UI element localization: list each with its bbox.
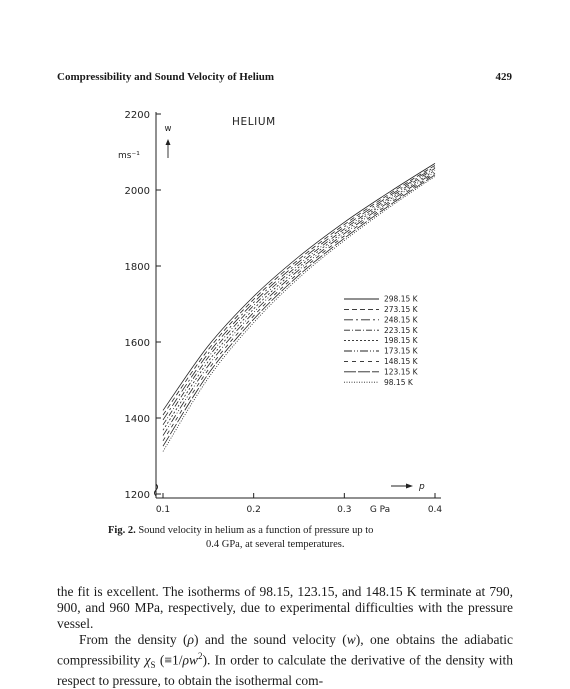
isotherm-line bbox=[162, 175, 436, 452]
legend-label: 223.15 K bbox=[384, 326, 419, 335]
chart-axes bbox=[154, 112, 441, 499]
x-tick-label: 0.2 bbox=[247, 505, 261, 515]
y-axis-unit: ms⁻¹ bbox=[118, 151, 140, 161]
x-axis-symbol: p bbox=[418, 482, 425, 492]
y-ticks: 1200 1400 1600 1800 2000 2200 bbox=[125, 110, 161, 501]
body-text: the fit is excellent. The isotherms of 9… bbox=[57, 584, 513, 689]
chart-title: HELIUM bbox=[232, 116, 276, 128]
caption-text: Sound velocity in helium as a function o… bbox=[138, 525, 374, 536]
legend-label: 173.15 K bbox=[384, 347, 419, 356]
isotherm-line bbox=[162, 172, 436, 442]
isotherm-line bbox=[162, 166, 436, 421]
x-ticks: 0.1 0.2 0.3 0.4 bbox=[156, 493, 443, 515]
legend-label: 273.15 K bbox=[384, 305, 419, 314]
x-tick-label: 0.3 bbox=[337, 505, 351, 515]
legend-label: 123.15 K bbox=[384, 367, 419, 376]
isotherm-line bbox=[162, 171, 436, 436]
x-axis-unit: G Pa bbox=[370, 505, 390, 515]
running-head: Compressibility and Sound Velocity of He… bbox=[57, 71, 512, 87]
isotherm-line bbox=[162, 163, 436, 411]
isotherm-line bbox=[162, 167, 436, 426]
y-tick-label: 2200 bbox=[125, 110, 150, 121]
paragraph-1: the fit is excellent. The isotherms of 9… bbox=[57, 584, 513, 631]
x-arrow-icon bbox=[391, 483, 413, 489]
isotherm-line bbox=[162, 169, 436, 431]
legend-label: 148.15 K bbox=[384, 357, 419, 366]
legend-label: 248.15 K bbox=[384, 315, 419, 324]
x-tick-label: 0.4 bbox=[428, 505, 443, 515]
axis-break bbox=[154, 483, 158, 497]
y-tick-label: 1600 bbox=[125, 338, 150, 349]
figure-caption: Fig. 2. Sound velocity in helium as a fu… bbox=[108, 524, 468, 552]
y-axis-symbol: w bbox=[165, 124, 172, 134]
y-tick-label: 1800 bbox=[125, 262, 150, 273]
legend-label: 198.15 K bbox=[384, 336, 419, 345]
x-tick-label: 0.1 bbox=[156, 505, 170, 515]
legend-label: 98.15 K bbox=[384, 378, 414, 387]
y-tick-label: 1200 bbox=[125, 490, 150, 501]
page-number: 429 bbox=[495, 71, 513, 83]
isotherm-line bbox=[162, 174, 436, 447]
y-tick-label: 2000 bbox=[125, 186, 150, 197]
running-head-title: Compressibility and Sound Velocity of He… bbox=[57, 71, 275, 83]
y-arrow-icon bbox=[165, 139, 171, 158]
legend-label: 298.15 K bbox=[384, 295, 419, 304]
isotherm-curves bbox=[162, 163, 436, 452]
sound-velocity-chart: 1200 1400 1600 1800 2000 2200 0.1 0.2 0.3 0.4 29… bbox=[118, 110, 443, 515]
caption-label: Fig. 2. bbox=[108, 525, 136, 536]
caption-text-continued: 0.4 GPa, at several temperatures. bbox=[206, 539, 345, 550]
y-tick-label: 1400 bbox=[125, 414, 150, 425]
paragraph-2: From the density (ρ) and the sound veloc… bbox=[57, 632, 513, 689]
